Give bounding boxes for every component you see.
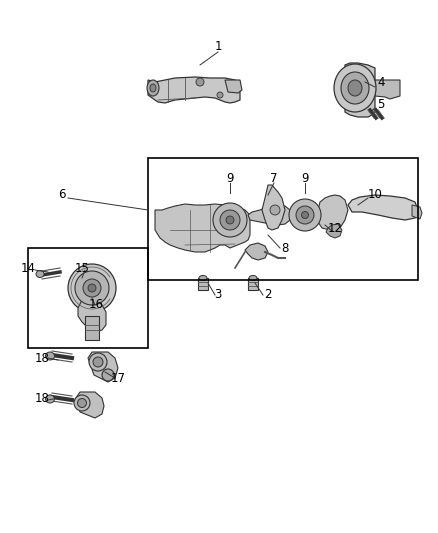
Ellipse shape [68, 264, 116, 312]
Bar [28, 248, 148, 348]
Polygon shape [88, 352, 118, 382]
Ellipse shape [36, 271, 44, 278]
Ellipse shape [46, 352, 54, 360]
Text: 17: 17 [110, 372, 126, 384]
Text: 12: 12 [328, 222, 343, 235]
Ellipse shape [147, 80, 159, 96]
Text: 7: 7 [270, 172, 278, 184]
Text: 2: 2 [264, 288, 272, 302]
Polygon shape [248, 205, 292, 225]
Ellipse shape [89, 353, 107, 371]
Ellipse shape [334, 64, 376, 112]
Ellipse shape [78, 399, 86, 408]
Ellipse shape [289, 199, 321, 231]
Ellipse shape [93, 357, 103, 367]
Ellipse shape [213, 203, 247, 237]
Text: 5: 5 [377, 98, 385, 110]
Ellipse shape [220, 210, 240, 230]
Ellipse shape [249, 276, 257, 280]
Ellipse shape [226, 216, 234, 224]
Polygon shape [248, 278, 258, 290]
Polygon shape [375, 80, 400, 99]
Ellipse shape [46, 395, 54, 403]
Ellipse shape [75, 271, 109, 305]
Polygon shape [318, 195, 348, 230]
Polygon shape [326, 224, 342, 238]
Ellipse shape [217, 92, 223, 98]
Ellipse shape [88, 284, 96, 292]
Polygon shape [245, 243, 268, 260]
Polygon shape [85, 316, 99, 340]
Polygon shape [78, 298, 106, 332]
Text: 15: 15 [74, 262, 89, 274]
Ellipse shape [341, 72, 369, 104]
Text: 18: 18 [35, 351, 49, 365]
Ellipse shape [83, 279, 101, 297]
Text: 4: 4 [377, 76, 385, 88]
Ellipse shape [196, 78, 204, 86]
Text: 10: 10 [367, 189, 382, 201]
Text: 16: 16 [88, 298, 103, 311]
Polygon shape [345, 63, 375, 117]
Ellipse shape [348, 80, 362, 96]
Text: 14: 14 [21, 262, 35, 274]
Text: 9: 9 [226, 172, 234, 184]
Text: 18: 18 [35, 392, 49, 405]
Text: 1: 1 [214, 41, 222, 53]
Text: 3: 3 [214, 288, 222, 302]
Ellipse shape [102, 369, 114, 381]
Bar [148, 158, 418, 280]
Text: 9: 9 [301, 172, 309, 184]
Ellipse shape [199, 276, 207, 280]
Polygon shape [225, 80, 242, 93]
Ellipse shape [150, 84, 156, 92]
Polygon shape [412, 205, 422, 219]
Polygon shape [198, 278, 208, 290]
Ellipse shape [296, 206, 314, 224]
Text: 6: 6 [58, 189, 66, 201]
Ellipse shape [270, 205, 280, 215]
Ellipse shape [74, 395, 90, 411]
Polygon shape [155, 204, 250, 252]
Polygon shape [148, 77, 240, 103]
Polygon shape [348, 195, 418, 220]
Polygon shape [262, 185, 285, 230]
Text: 8: 8 [281, 241, 289, 254]
Polygon shape [76, 392, 104, 418]
Ellipse shape [301, 212, 308, 219]
